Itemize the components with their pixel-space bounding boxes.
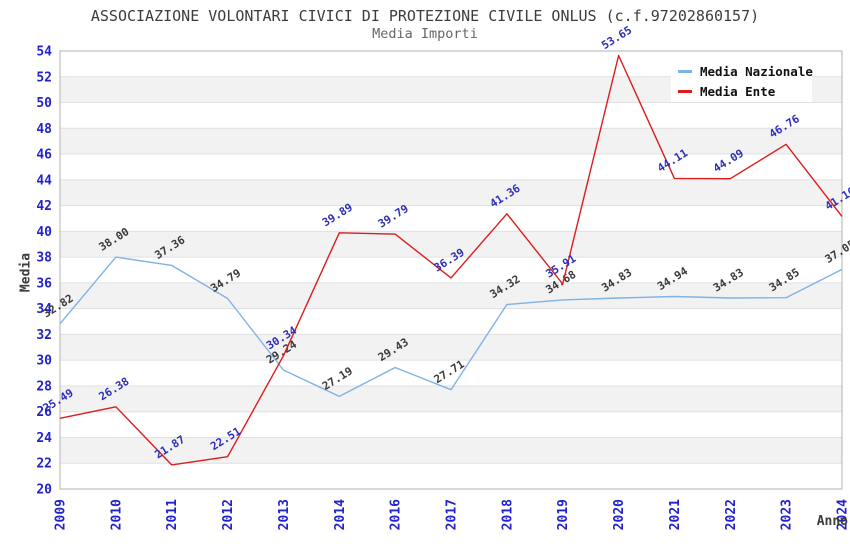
y-tick-label: 52 bbox=[36, 70, 52, 85]
legend-label-media-ente: Media Ente bbox=[700, 84, 776, 99]
x-tick-label: 2018 bbox=[500, 499, 515, 530]
y-axis-title: Media bbox=[18, 252, 34, 293]
y-tick-label: 30 bbox=[36, 354, 52, 369]
x-tick-label: 2011 bbox=[165, 499, 180, 530]
x-tick-label: 2016 bbox=[389, 499, 404, 530]
x-axis-title: Anno bbox=[816, 514, 848, 529]
y-grid-band bbox=[60, 231, 842, 258]
y-tick-label: 26 bbox=[36, 405, 52, 420]
plot-border bbox=[59, 50, 843, 490]
y-tick-label: 42 bbox=[36, 199, 52, 214]
legend-item-media-nazionale: Media Nazionale bbox=[678, 64, 813, 79]
series-line-media-nazionale bbox=[59, 256, 843, 398]
y-grid-band bbox=[60, 128, 842, 155]
chart-title: ASSOCIAZIONE VOLONTARI CIVICI DI PROTEZI… bbox=[90, 7, 760, 25]
x-tick-label: 2022 bbox=[724, 499, 739, 530]
data-label-media-nazionale: 27.71 bbox=[432, 357, 467, 386]
legend-swatch-media-ente-icon bbox=[678, 90, 692, 93]
x-tick-label: 2023 bbox=[780, 499, 795, 530]
legend-swatch-media-nazionale-icon bbox=[678, 70, 692, 73]
y-grid-band bbox=[60, 282, 842, 309]
x-tick-label: 2021 bbox=[668, 499, 683, 530]
legend: Media Nazionale Media Ente bbox=[671, 61, 813, 102]
y-tick-label: 50 bbox=[36, 96, 52, 111]
x-tick-label: 2020 bbox=[612, 499, 627, 530]
x-tick-label: 2013 bbox=[277, 499, 292, 530]
y-tick-label: 24 bbox=[36, 431, 52, 446]
data-label-media-ente: 39.79 bbox=[376, 202, 411, 231]
legend-label-media-nazionale: Media Nazionale bbox=[700, 64, 813, 79]
x-tick-label: 2024 bbox=[836, 499, 850, 530]
x-tick-label: 2014 bbox=[333, 499, 348, 530]
y-tick-label: 28 bbox=[36, 379, 52, 394]
data-label-media-nazionale: 32.82 bbox=[41, 292, 76, 321]
y-tick-label: 20 bbox=[36, 483, 52, 498]
y-tick-label: 32 bbox=[36, 328, 52, 343]
y-tick-label: 54 bbox=[36, 45, 52, 60]
x-tick-label: 2010 bbox=[109, 499, 124, 530]
y-tick-label: 40 bbox=[36, 225, 52, 240]
x-tick-label: 2012 bbox=[221, 499, 236, 530]
x-tick-label: 2019 bbox=[556, 499, 571, 530]
y-tick-label: 44 bbox=[36, 173, 52, 188]
y-tick-label: 46 bbox=[36, 148, 52, 163]
x-tick-label: 2017 bbox=[445, 499, 460, 530]
y-tick-label: 36 bbox=[36, 276, 52, 291]
series-line-media-ente bbox=[59, 54, 843, 466]
y-grid-band bbox=[60, 437, 842, 464]
y-tick-label: 34 bbox=[36, 302, 52, 317]
x-tick-label: 2009 bbox=[54, 499, 69, 530]
legend-item-media-ente: Media Ente bbox=[678, 84, 812, 99]
y-tick-label: 22 bbox=[36, 457, 52, 472]
chart-subtitle: Media Importi bbox=[372, 26, 478, 42]
y-grid-band bbox=[60, 334, 842, 361]
y-grid-band bbox=[60, 179, 842, 206]
y-tick-label: 48 bbox=[36, 122, 52, 137]
y-tick-label: 38 bbox=[36, 251, 52, 266]
